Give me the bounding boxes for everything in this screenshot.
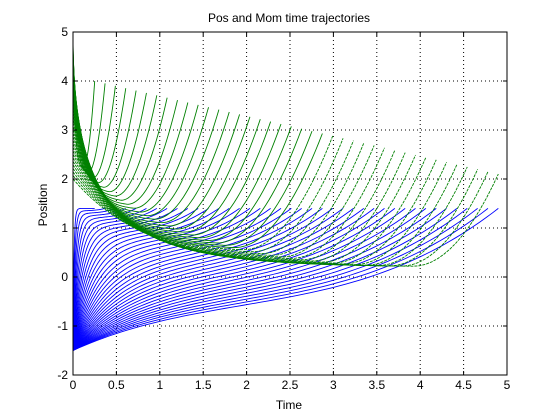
axis-ticks: 0 0.5 1 1.5 2 2.5 3 3.5 4 4.5 5 -2 -1 0 1 2 3 4 5 bbox=[57, 25, 510, 392]
x-axis-label: Time bbox=[276, 398, 303, 412]
position-trajectory-24 bbox=[72, 208, 333, 351]
position-trajectory-27 bbox=[72, 208, 365, 351]
position-trajectory-14 bbox=[72, 208, 230, 351]
y-tick-label-2: 0 bbox=[61, 270, 68, 284]
position-trajectory-8 bbox=[72, 208, 168, 351]
y-tick-label-5: 3 bbox=[61, 123, 68, 137]
y-tick-label-0: -2 bbox=[57, 368, 68, 382]
y-tick-label-4: 2 bbox=[61, 172, 68, 186]
position-trajectory-33 bbox=[72, 208, 427, 351]
position-trajectory-15 bbox=[72, 208, 240, 351]
y-tick-label-7: 5 bbox=[61, 25, 68, 39]
position-trajectory-26 bbox=[72, 208, 354, 351]
x-tick-label-5: 2.5 bbox=[282, 378, 299, 392]
position-trajectory-17 bbox=[72, 208, 261, 351]
position-trajectory-28 bbox=[72, 208, 375, 351]
position-trajectory-34 bbox=[72, 208, 437, 351]
x-tick-label-3: 1.5 bbox=[195, 378, 212, 392]
position-trajectory-18 bbox=[72, 208, 271, 351]
position-trajectory-20 bbox=[72, 208, 292, 351]
x-tick-label-0: 0 bbox=[70, 378, 77, 392]
position-trajectory-22 bbox=[72, 208, 313, 351]
momentum-trajectory-28 bbox=[72, 136, 375, 258]
position-trajectory-21 bbox=[72, 208, 302, 351]
y-tick-label-3: 1 bbox=[61, 221, 68, 235]
x-tick-label-4: 2 bbox=[243, 378, 250, 392]
position-trajectory-29 bbox=[72, 208, 385, 351]
position-trajectory-9 bbox=[72, 208, 178, 351]
position-trajectory-2 bbox=[72, 207, 106, 351]
x-tick-label-1: 0.5 bbox=[108, 378, 125, 392]
position-trajectory-11 bbox=[72, 208, 199, 351]
trajectory-curves bbox=[72, 41, 499, 351]
position-trajectory-40 bbox=[72, 208, 499, 351]
y-axis-label: Position bbox=[36, 184, 50, 227]
x-tick-label-9: 4.5 bbox=[455, 378, 472, 392]
momentum-trajectory-9 bbox=[72, 69, 178, 205]
position-trajectory-10 bbox=[72, 208, 189, 351]
momentum-trajectory-40 bbox=[72, 173, 499, 267]
position-trajectory-32 bbox=[72, 208, 416, 351]
x-tick-label-8: 4 bbox=[417, 378, 424, 392]
y-tick-label-1: -1 bbox=[57, 319, 68, 333]
y-tick-label-6: 4 bbox=[61, 74, 68, 88]
position-trajectory-35 bbox=[72, 208, 447, 351]
position-trajectory-30 bbox=[72, 208, 396, 351]
position-trajectory-1 bbox=[72, 207, 95, 351]
chart-title: Pos and Mom time trajectories bbox=[208, 11, 370, 25]
position-trajectory-23 bbox=[72, 208, 323, 351]
position-trajectory-12 bbox=[72, 208, 209, 351]
position-trajectory-31 bbox=[72, 208, 406, 351]
position-trajectory-16 bbox=[72, 208, 251, 351]
x-tick-label-7: 3.5 bbox=[368, 378, 385, 392]
position-trajectory-38 bbox=[72, 208, 478, 351]
x-tick-label-10: 5 bbox=[504, 378, 511, 392]
position-trajectory-39 bbox=[72, 208, 489, 351]
x-tick-label-6: 3 bbox=[330, 378, 337, 392]
position-trajectory-36 bbox=[72, 208, 458, 351]
x-tick-label-2: 1 bbox=[156, 378, 163, 392]
